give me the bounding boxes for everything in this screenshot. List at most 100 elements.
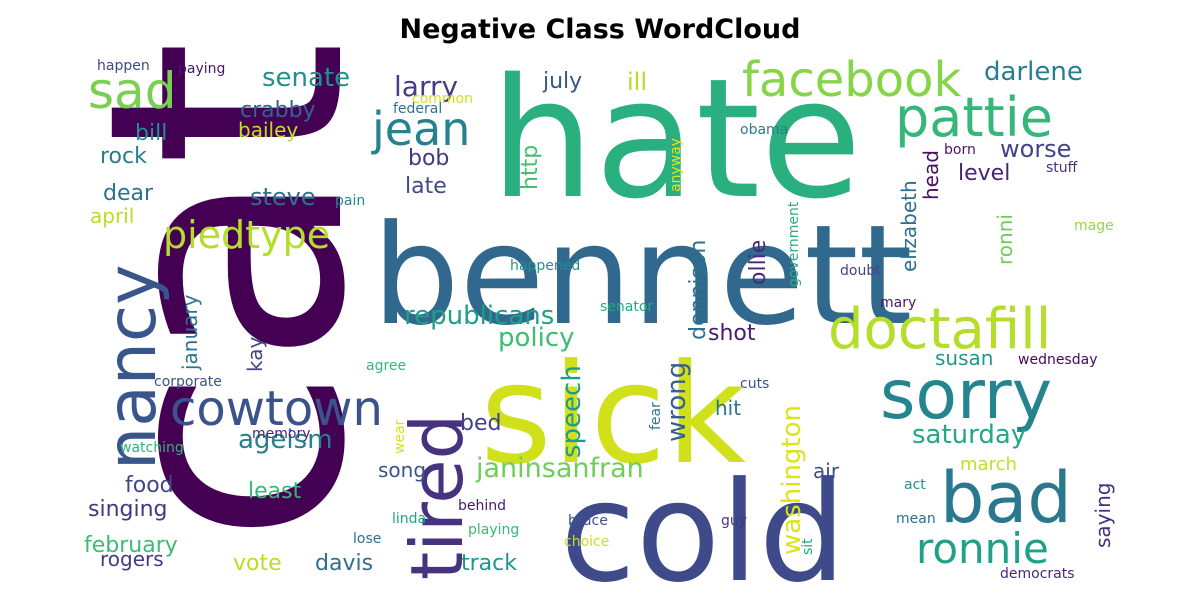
word-jean: jean (371, 102, 470, 156)
word-darlene: darlene (984, 57, 1083, 87)
word-cuts: cuts (740, 376, 769, 392)
word-born: born (944, 142, 976, 158)
word-hate: hate (490, 43, 862, 235)
word-linda: linda (392, 511, 426, 527)
word-wednesday: wednesday (1018, 352, 1097, 368)
word-republicans: republicans (404, 301, 554, 331)
word-policy: policy (498, 323, 575, 353)
word-common: common (412, 91, 473, 107)
word-lose: lose (353, 531, 381, 547)
word-ageism: ageism (238, 425, 333, 455)
word-kay: kay (243, 337, 267, 372)
word-watching: watching (120, 440, 184, 456)
word-worse: worse (1000, 135, 1071, 163)
word-obama: obama (740, 122, 788, 138)
word-air: air (813, 459, 840, 483)
word-sorry: sorry (880, 356, 1052, 435)
word-wrong: wrong (662, 362, 692, 442)
word-steve: steve (250, 183, 316, 211)
word-cowtown: cowtown (170, 381, 383, 437)
word-crabby: crabby (240, 98, 316, 123)
word-nancy: nancy (93, 265, 172, 471)
word-sit: sit (800, 538, 816, 555)
word-shot: shot (708, 321, 756, 346)
word-ill: ill (627, 68, 647, 96)
word-sad: sad (88, 62, 176, 120)
word-dennison: dennison (686, 240, 711, 340)
word-song: song (378, 458, 426, 482)
word-behind: behind (458, 498, 506, 514)
word-april: april (90, 204, 134, 228)
word-washington: washington (777, 405, 807, 555)
word-rock: rock (100, 144, 147, 169)
word-hit: hit (715, 396, 741, 420)
word-paying: paying (178, 61, 225, 77)
word-facebook: facebook (742, 52, 961, 108)
word-bailey: bailey (238, 118, 298, 142)
word-ronnie: ronnie (916, 524, 1049, 573)
word-bennett: bennett (372, 195, 913, 356)
word-mary: mary (880, 295, 916, 311)
word-anyway: anyway (668, 138, 684, 192)
word-rogers: rogers (100, 547, 164, 571)
word-january: january (178, 294, 202, 371)
word-doubt: doubt (840, 263, 881, 279)
word-wear: wear (392, 419, 408, 454)
word-davis: davis (315, 551, 373, 576)
word-government: government (786, 201, 802, 287)
word-ronni: ronni (993, 214, 1017, 265)
word-tired: tired (395, 414, 479, 580)
word-democrats: democrats (1000, 566, 1075, 582)
word-janinsanfran: janinsanfran (475, 453, 644, 484)
word-sick: sick (480, 334, 746, 495)
chart-title: Negative Class WordCloud (399, 14, 801, 45)
word-cold: cold (560, 452, 846, 600)
word-singing: singing (88, 497, 168, 522)
word-least: least (248, 479, 302, 504)
word-food: food (125, 473, 174, 498)
word-bed: bed (460, 411, 501, 436)
word-vote: vote (233, 551, 282, 576)
word-susan: susan (935, 346, 993, 370)
word-cat: cat (38, 40, 417, 545)
word-senate: senate (262, 63, 350, 93)
word-happened: happened (510, 258, 580, 274)
word-agree: agree (366, 358, 406, 374)
word-pattie: pattie (895, 86, 1053, 149)
word-dear: dear (103, 181, 154, 206)
word-pain: pain (335, 193, 365, 209)
word-piedtype: piedtype (163, 213, 330, 257)
word-doctafill: doctafill (828, 297, 1051, 362)
word-http: http (518, 145, 543, 190)
word-bob: bob (408, 146, 449, 171)
word-playing: playing (468, 522, 519, 538)
word-track: track (461, 551, 517, 576)
word-guy: guy (721, 513, 747, 529)
word-level: level (958, 161, 1010, 186)
word-elizabeth: elizabeth (897, 180, 921, 272)
word-act: act (904, 477, 926, 493)
word-ollie: ollie (746, 240, 771, 285)
word-bruce: bruce (568, 513, 608, 529)
word-march: march (960, 454, 1017, 475)
word-mean: mean (896, 511, 936, 527)
word-head: head (919, 150, 943, 200)
word-memory: memory (252, 426, 311, 442)
word-larry: larry (394, 70, 458, 103)
word-speech: speech (557, 365, 587, 458)
word-stuff: stuff (1046, 160, 1078, 176)
word-saying: saying (1091, 483, 1115, 548)
word-july: july (542, 69, 582, 94)
word-senator: senator (600, 299, 653, 315)
word-fear: fear (648, 402, 664, 430)
word-bad: bad (940, 457, 1072, 539)
word-late: late (405, 174, 447, 199)
word-corporate: corporate (154, 374, 222, 390)
word-happen: happen (97, 58, 150, 74)
word-choice: choice (564, 534, 609, 550)
word-federal: federal (393, 101, 442, 117)
word-bill: bill (135, 121, 167, 146)
word-february: february (84, 533, 178, 558)
word-mage: mage (1074, 218, 1114, 234)
